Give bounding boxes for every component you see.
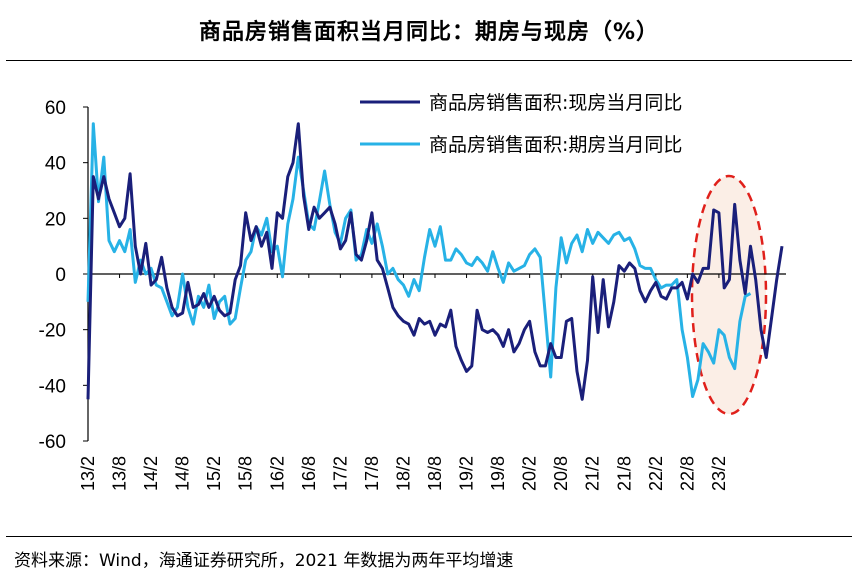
x-tick-label: 21/2 (583, 456, 603, 491)
bottom-divider (6, 536, 852, 537)
x-tick-label: 23/2 (709, 456, 729, 491)
series-line-1 (86, 122, 784, 401)
x-tick-label: 15/2 (204, 456, 224, 491)
line-chart: 60 40 20 0 -20 -40 -60 13/2 13/8 14/2 14/8 15/2 15/8… (39, 92, 786, 491)
x-tick-label: 20/8 (551, 456, 571, 491)
x-tick-label: 15/8 (236, 456, 256, 491)
x-tick-label: 22/8 (677, 456, 697, 491)
legend-label-1: 商品房销售面积:现房当月同比 (429, 92, 682, 114)
x-tick-label: 16/8 (299, 456, 319, 491)
y-tick-label: -60 (39, 432, 66, 453)
y-tick-label: 60 (45, 98, 66, 119)
x-tick-label: 22/2 (646, 456, 666, 491)
highlight-layer (690, 174, 768, 416)
y-tick-label: 40 (45, 154, 66, 175)
x-tick-label: 17/2 (330, 456, 350, 491)
series-layer (86, 122, 784, 401)
x-tick-label: 18/8 (425, 456, 445, 491)
x-tick-label: 13/8 (110, 456, 130, 491)
axis-layer: 60 40 20 0 -20 -40 -60 13/2 13/8 14/2 14/8 15/2 15/8… (39, 98, 786, 491)
x-tick-label: 18/2 (393, 456, 413, 491)
x-tick-label: 16/2 (267, 456, 287, 491)
highlight-ellipse (690, 174, 768, 416)
x-tick-label: 17/8 (362, 456, 382, 491)
y-tick-label: -20 (39, 321, 66, 342)
chart-title: 商品房销售面积当月同比：期房与现房（%） (198, 20, 660, 45)
source-note: 资料来源：Wind，海通证券研究所，2021 年数据为两年平均增速 (14, 551, 514, 571)
x-tick-label: 13/2 (78, 456, 98, 491)
top-divider (6, 60, 852, 61)
y-tick-label: 0 (55, 265, 66, 286)
x-tick-label: 19/8 (488, 456, 508, 491)
x-tick-label: 14/8 (173, 456, 193, 491)
x-tick-label: 20/2 (520, 456, 540, 491)
y-tick-label: -40 (39, 376, 66, 397)
x-tick-label: 14/2 (141, 456, 161, 491)
series-line-2 (86, 122, 752, 398)
x-tick-label: 19/2 (457, 456, 477, 491)
x-tick-label: 21/8 (614, 456, 634, 491)
legend-label-2: 商品房销售面积:期房当月同比 (429, 134, 682, 156)
y-tick-label: 20 (45, 209, 66, 230)
